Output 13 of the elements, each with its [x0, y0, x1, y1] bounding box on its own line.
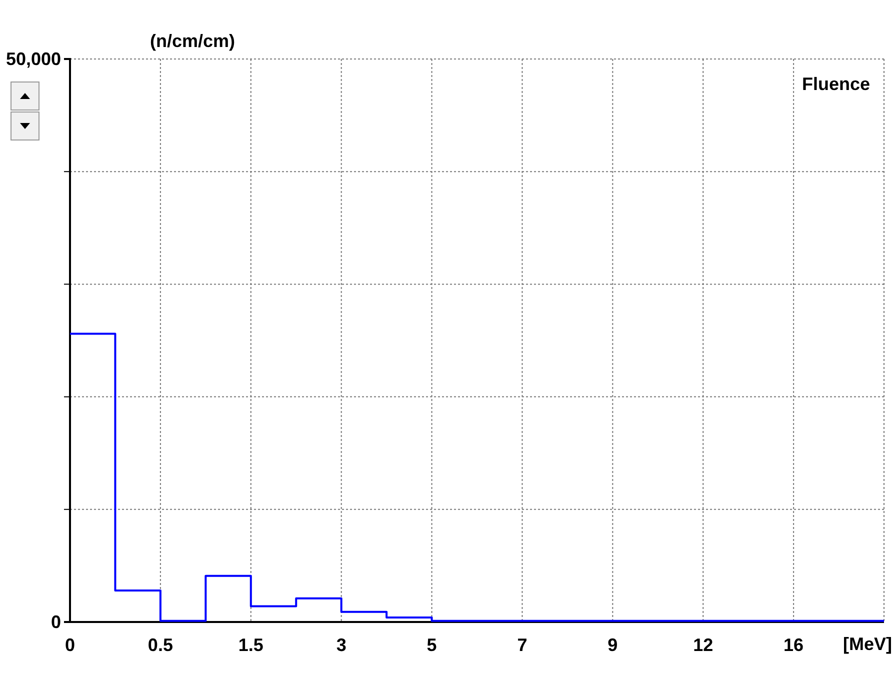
x-tick-label: 16 [784, 634, 804, 655]
x-tick-label: 9 [608, 634, 618, 655]
x-tick-label: 1.5 [238, 634, 264, 655]
x-tick-label: 12 [693, 634, 714, 655]
x-tick-label: 0 [64, 634, 76, 655]
x-tick-label: 7 [517, 634, 528, 655]
x-tick-label: 0.5 [148, 634, 173, 655]
x-tick-label: 3 [336, 634, 346, 655]
x-tick-label: 5 [426, 634, 437, 655]
text: Fluence [802, 74, 870, 94]
y-tick-label: 50,000 [6, 48, 61, 69]
x-axis-title: [MeV] [843, 634, 892, 654]
y-axis-title: (n/cm/cm) [150, 31, 236, 51]
